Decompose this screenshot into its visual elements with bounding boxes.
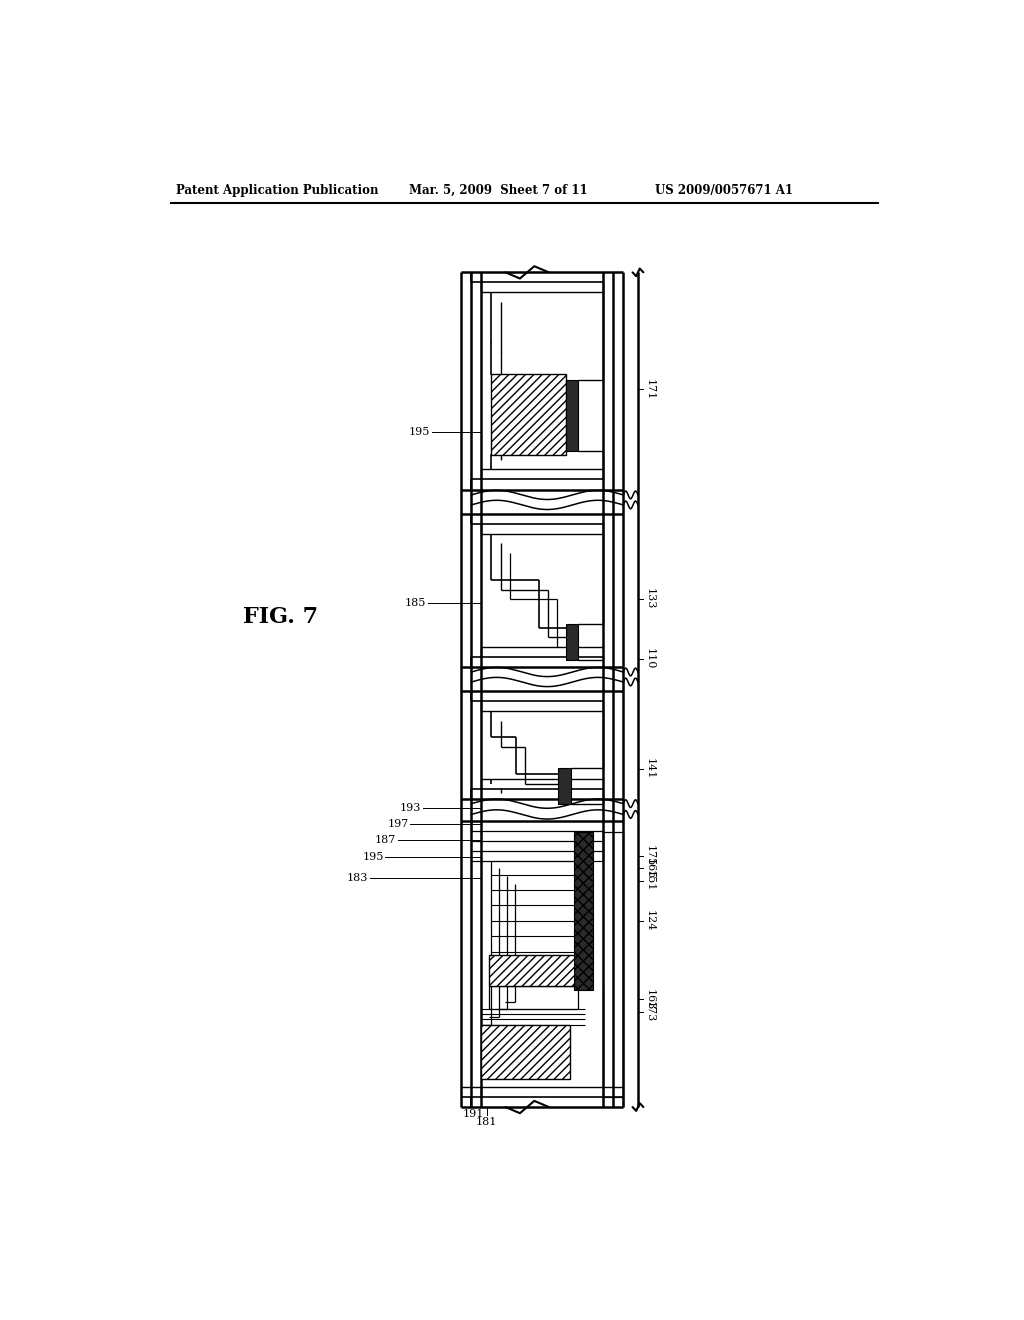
Text: 195: 195: [409, 426, 430, 437]
Text: 195: 195: [362, 851, 384, 862]
Text: 193: 193: [399, 803, 421, 813]
Polygon shape: [573, 832, 593, 990]
Polygon shape: [558, 768, 570, 804]
Text: 141: 141: [644, 758, 654, 780]
Text: 133: 133: [644, 589, 654, 610]
Text: 191: 191: [462, 1109, 483, 1119]
Text: 173: 173: [644, 1001, 654, 1022]
Text: 187: 187: [375, 834, 396, 845]
Text: 197: 197: [387, 820, 409, 829]
Text: 171: 171: [644, 379, 654, 400]
Text: 181: 181: [476, 1117, 498, 1127]
Polygon shape: [566, 624, 579, 660]
Text: Patent Application Publication: Patent Application Publication: [176, 185, 379, 197]
Text: 175: 175: [644, 845, 654, 867]
Text: 124: 124: [644, 909, 654, 932]
Text: 151: 151: [644, 870, 654, 891]
Text: 110: 110: [644, 648, 654, 669]
Polygon shape: [566, 380, 579, 451]
Polygon shape: [489, 956, 578, 986]
Text: 165: 165: [644, 858, 654, 879]
Text: FIG. 7: FIG. 7: [243, 606, 317, 627]
Polygon shape: [481, 1024, 569, 1078]
Text: 183: 183: [347, 874, 369, 883]
Text: 185: 185: [406, 598, 426, 609]
Text: US 2009/0057671 A1: US 2009/0057671 A1: [655, 185, 793, 197]
Polygon shape: [492, 374, 566, 455]
Text: Mar. 5, 2009  Sheet 7 of 11: Mar. 5, 2009 Sheet 7 of 11: [409, 185, 587, 197]
Text: 163: 163: [644, 989, 654, 1010]
